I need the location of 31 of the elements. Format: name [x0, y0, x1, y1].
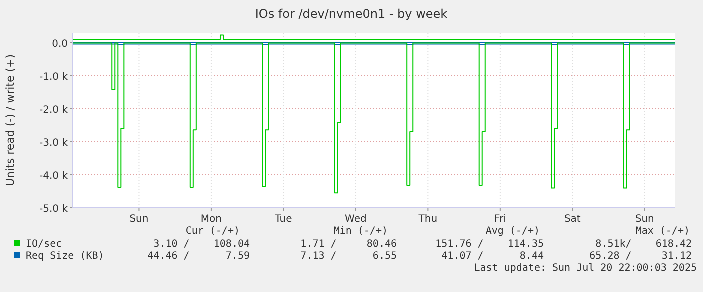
text: 1.71 / 80.46 [300, 239, 397, 250]
x-tick-label: Fri [494, 214, 506, 225]
legend-label: IO/sec [26, 239, 62, 250]
x-tick-label: Wed [345, 214, 367, 225]
text: 8.51k/ 618.42 [596, 239, 692, 250]
text: Last update: Sun Jul 20 22:00:03 2025 [474, 263, 697, 274]
y-tick-label: -4.0 k [40, 170, 68, 182]
y-tick-label: -5.0 k [40, 204, 68, 215]
text: 65.28 / 31.12 [590, 251, 692, 262]
text: Max (-/+) [636, 226, 690, 237]
legend-label: Req Size (KB) [26, 251, 104, 262]
text: 3.10 / 108.04 [154, 239, 250, 250]
y-tick-label: -1.0 k [40, 72, 68, 83]
text: 151.76 / 114.35 [436, 239, 544, 250]
x-tick-label: Sun [635, 214, 654, 225]
y-tick-label: -2.0 k [40, 104, 68, 116]
text: Min (-/+) [334, 226, 388, 237]
text: 7.13 / 6.55 [300, 251, 397, 262]
x-tick-label: Mon [200, 214, 222, 225]
text: Cur (-/+) [186, 226, 240, 237]
y-tick-label: 0.0 [52, 38, 68, 50]
text: 44.46 / 7.59 [148, 251, 250, 262]
x-tick-label: Sun [130, 214, 149, 225]
y-axis-title: Units read (-) / write (+) [4, 54, 17, 187]
text: 41.07 / 8.44 [442, 251, 544, 262]
x-tick-label: Thu [418, 214, 438, 225]
text: Avg (-/+) [486, 226, 540, 237]
x-tick-label: Sat [564, 214, 581, 225]
chart-title: IOs for /dev/nvme0n1 - by week [255, 7, 448, 21]
x-tick-label: Tue [274, 214, 292, 225]
y-tick-label: -3.0 k [40, 138, 68, 149]
